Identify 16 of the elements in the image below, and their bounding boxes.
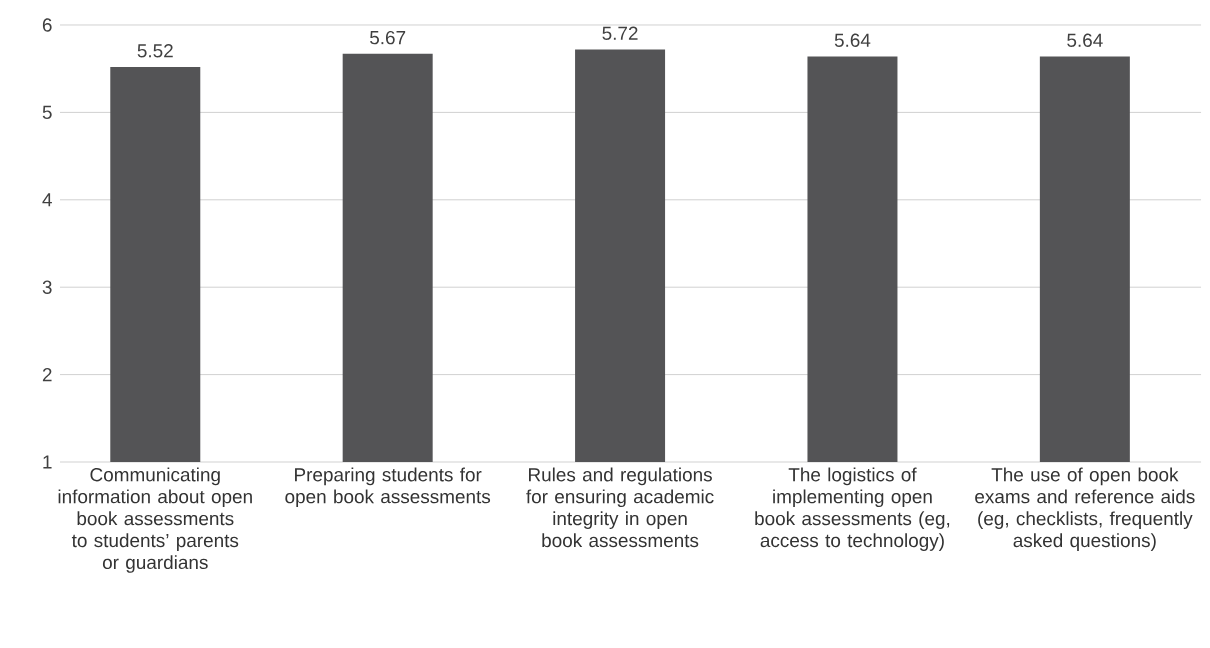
data-label: 5.64 [834,33,871,47]
x-tick-label: Rules and regulations for ensuring academic integrity in open book assessments [526,467,714,548]
y-tick-label: 4 [42,193,52,207]
y-tick-label: 6 [42,18,52,32]
y-tick-label: 5 [42,105,52,119]
x-tick-label: Preparing students for open book assessments [285,467,491,508]
x-tick-label: The logistics of implementing open book assessments (eg, access to technology) [755,467,950,551]
data-label: 5.67 [370,30,406,45]
y-tick-label: 1 [43,455,52,469]
y-tick-label: 3 [42,280,52,294]
x-tick-label: The use of open book exams and reference aids (eg, checklists, frequently asked questions) [975,467,1195,551]
data-label: 5.72 [602,26,638,40]
data-label: 5.64 [1067,33,1103,47]
data-label: 5.52 [137,44,173,58]
x-tick-label: Communicating information about open book assessments to students’ parents or guardians [58,467,252,573]
y-tick-label: 2 [42,367,52,382]
